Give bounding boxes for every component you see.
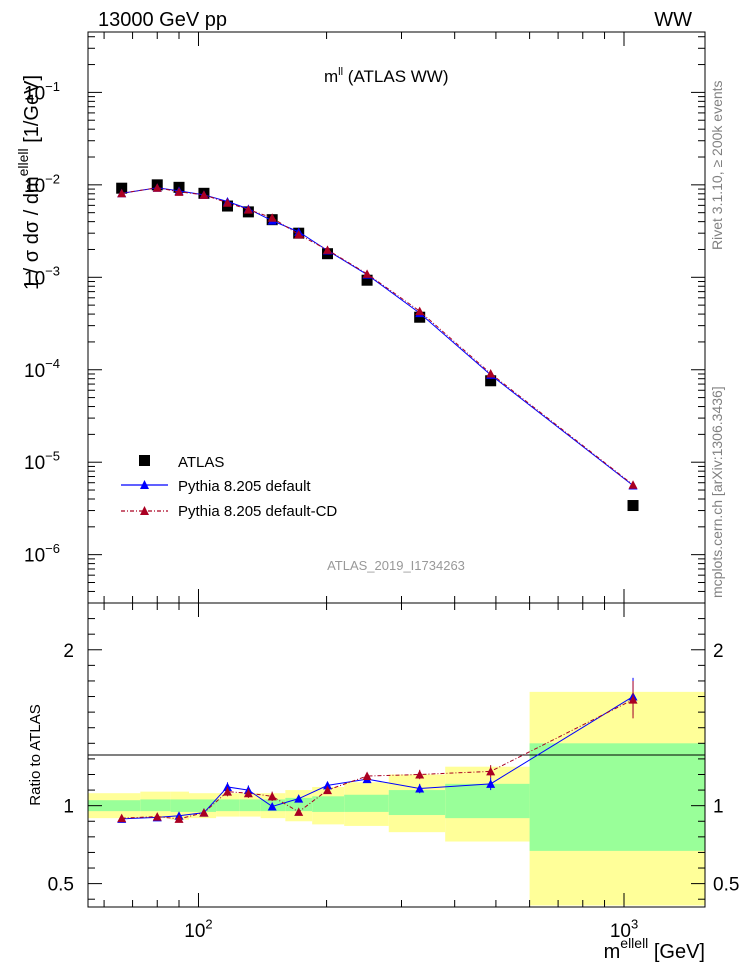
rivet-version-label: Rivet 3.1.10, ≥ 200k events xyxy=(709,80,725,250)
main-y-tick-label: 10−2 xyxy=(24,171,60,197)
ratio-stat-band xyxy=(189,799,217,812)
ratio-y-tick-label: 1 xyxy=(63,797,74,818)
ratio-point-pythia-8-205-default xyxy=(486,779,496,788)
energy-label: 13000 GeV pp xyxy=(98,9,227,31)
ratio-point-pythia-8-205-default-cd xyxy=(415,769,425,779)
ratio-point-pythia-8-205-default-cd xyxy=(294,807,304,816)
ratio-x-tick-label: 102 xyxy=(184,916,212,942)
main-y-tick-label: 10−5 xyxy=(24,449,60,475)
ratio-stat-band xyxy=(388,790,446,816)
main-point-pythia-8-205-default-cd xyxy=(243,205,253,214)
ratio-stat-band xyxy=(216,799,240,812)
main-point-pythia-8-205-default-cd xyxy=(267,213,277,222)
main-point-pythia-8-205-default-cd xyxy=(199,190,209,199)
ratio-point-pythia-8-205-default-cd xyxy=(323,785,333,795)
ratio-point-pythia-8-205-default-cd xyxy=(152,812,162,821)
ratio-point-pythia-8-205-default xyxy=(267,801,277,811)
ratio-y-tick-label: 2 xyxy=(63,641,74,662)
ratio-point-pythia-8-205-default-cd xyxy=(362,771,372,781)
analysis-watermark: ATLAS_2019_I1734263 xyxy=(327,558,465,573)
ratio-stat-band xyxy=(88,800,141,812)
main-point-pythia-8-205-default-cd xyxy=(222,198,232,207)
legend-marker-atlas xyxy=(139,455,150,466)
ratio-stat-band xyxy=(445,783,530,819)
main-line-pythia-8-205-default xyxy=(121,187,634,486)
x-axis-label: mellell [GeV] xyxy=(604,935,705,963)
ratio-point-pythia-8-205-default-cd xyxy=(199,808,209,817)
main-point-pythia-8-205-default-cd xyxy=(486,369,496,378)
ratio-point-pythia-8-205-default-cd xyxy=(243,788,253,798)
main-point-pythia-8-205-default-cd xyxy=(323,245,333,254)
main-y-tick-label: 10−6 xyxy=(24,541,60,567)
main-plot-title: mll (ATLAS WW) xyxy=(324,66,449,86)
ratio-point-pythia-8-205-default-cd xyxy=(222,787,232,796)
ratio-stat-band xyxy=(140,799,171,812)
main-point-pythia-8-205-default-cd xyxy=(117,188,127,198)
main-y-tick-label: 10−4 xyxy=(24,356,60,382)
main-point-pythia-8-205-default-cd xyxy=(152,183,162,192)
main-point-atlas xyxy=(414,311,426,323)
main-point-pythia-8-205-default-cd xyxy=(415,306,425,316)
main-point-pythia-8-205-default-cd xyxy=(174,187,184,196)
main-point-pythia-8-205-default-cd xyxy=(294,230,304,239)
legend-label-default: Pythia 8.205 default xyxy=(178,478,311,495)
ratio-y-axis-label: Ratio to ATLAS xyxy=(27,704,44,805)
ratio-point-pythia-8-205-default-cd xyxy=(117,813,127,823)
ratio-point-pythia-8-205-default xyxy=(323,780,333,790)
main-point-atlas xyxy=(116,182,128,194)
ratio-point-pythia-8-205-default-cd xyxy=(486,766,496,776)
process-label: WW xyxy=(654,9,692,31)
ratio-point-pythia-8-205-default xyxy=(294,794,304,803)
legend-marker-default xyxy=(140,480,149,489)
ratio-y-tick-label-right: 0.5 xyxy=(713,875,739,896)
legend-label-default-cd: Pythia 8.205 default-CD xyxy=(178,503,337,520)
main-y-tick-label: 10−1 xyxy=(24,79,60,105)
ratio-stat-band xyxy=(312,796,345,812)
ratio-point-pythia-8-205-default xyxy=(222,782,232,791)
main-point-pythia-8-205-default-cd xyxy=(628,480,638,489)
ratio-stat-band xyxy=(344,794,389,812)
ratio-x-tick-label: 103 xyxy=(610,916,638,942)
ratio-stat-band xyxy=(170,799,190,812)
legend-marker-default-cd xyxy=(140,506,149,515)
main-point-atlas xyxy=(627,500,639,512)
main-point-atlas xyxy=(361,274,373,286)
ratio-y-tick-label: 0.5 xyxy=(48,875,74,896)
ratio-stat-band xyxy=(529,743,705,851)
main-point-atlas xyxy=(485,375,497,387)
main-y-tick-label: 10−3 xyxy=(24,264,60,290)
ratio-point-pythia-8-205-default xyxy=(415,784,425,793)
main-y-axis-label: 1 / σ dσ / dmellell [1/GeV] xyxy=(15,75,43,290)
ratio-point-pythia-8-205-default-cd xyxy=(628,695,638,704)
legend: ATLAS Pythia 8.205 default Pythia 8.205 … xyxy=(121,454,337,520)
ratio-point-pythia-8-205-default-cd xyxy=(174,814,184,823)
main-point-pythia-8-205-default-cd xyxy=(362,269,372,278)
ratio-y-tick-label-right: 1 xyxy=(713,797,724,818)
mcplots-label: mcplots.cern.ch [arXiv:1306.3436] xyxy=(709,386,725,598)
ratio-point-pythia-8-205-default-cd xyxy=(267,791,277,801)
ratio-stat-band xyxy=(239,799,261,812)
ratio-y-tick-label-right: 2 xyxy=(713,641,724,662)
legend-label-atlas: ATLAS xyxy=(178,454,224,471)
main-line-pythia-8-205-default-cd xyxy=(121,187,634,486)
